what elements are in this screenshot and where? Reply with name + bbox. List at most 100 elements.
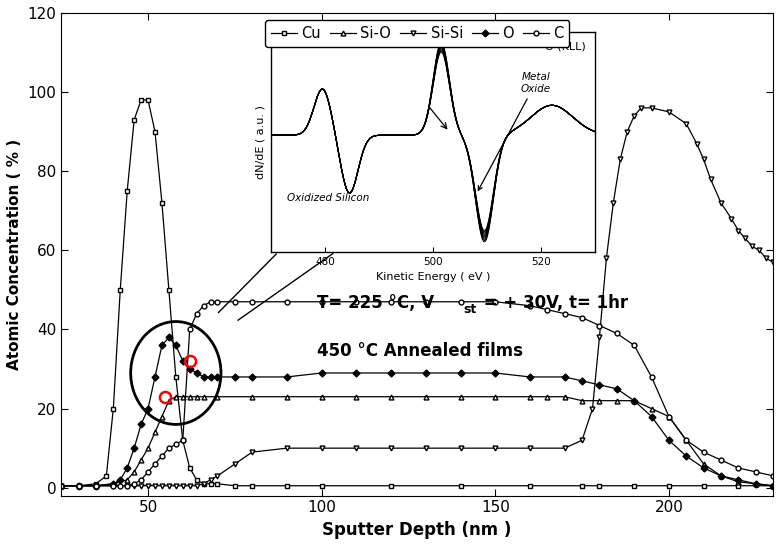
- Si-O: [122, 477, 132, 483]
- Si-O: [247, 394, 257, 400]
- Cu: [665, 483, 674, 489]
- Si-O: [352, 394, 361, 400]
- O: [282, 373, 292, 380]
- Cu: [386, 483, 395, 489]
- Si-O: [647, 405, 656, 412]
- Si-O: [421, 394, 431, 400]
- Cu: [151, 128, 160, 135]
- C: [171, 441, 180, 448]
- X-axis label: Sputter Depth (nm ): Sputter Depth (nm ): [322, 521, 512, 539]
- O: [115, 477, 125, 483]
- O: [751, 480, 760, 487]
- Si-O: [57, 483, 66, 489]
- O: [158, 342, 167, 348]
- Cu: [699, 483, 708, 489]
- C: [129, 480, 139, 487]
- C: [136, 477, 146, 483]
- C: [525, 302, 534, 309]
- C: [751, 468, 760, 475]
- Si-O: [456, 394, 465, 400]
- Cu: [768, 483, 778, 489]
- O: [247, 373, 257, 380]
- Cu: [456, 483, 465, 489]
- Si-O: [595, 397, 604, 404]
- O: [144, 405, 153, 412]
- C: [421, 299, 431, 305]
- Si-O: [136, 457, 146, 464]
- C: [158, 453, 167, 459]
- C: [768, 473, 778, 479]
- Si-Si: [122, 483, 132, 489]
- O: [629, 397, 639, 404]
- C: [456, 299, 465, 305]
- Line: O: O: [58, 335, 775, 488]
- Si-O: [699, 461, 708, 467]
- Si-O: [560, 394, 569, 400]
- Text: T= 225 °C, V: T= 225 °C, V: [317, 294, 434, 312]
- Si-O: [129, 468, 139, 475]
- C: [185, 326, 194, 333]
- Si-Si: [768, 259, 778, 265]
- O: [682, 453, 691, 459]
- O: [577, 378, 587, 384]
- Cu: [317, 483, 326, 489]
- Si-Si: [421, 445, 431, 452]
- Si-Si: [608, 200, 618, 206]
- C: [108, 483, 118, 489]
- Si-O: [543, 394, 552, 400]
- Cu: [178, 437, 187, 443]
- Si-Si: [57, 483, 66, 489]
- C: [213, 299, 222, 305]
- Cu: [57, 483, 66, 489]
- Cu: [192, 477, 201, 483]
- Cu: [74, 483, 83, 489]
- O: [74, 483, 83, 489]
- C: [122, 483, 132, 489]
- C: [151, 461, 160, 467]
- C: [612, 330, 622, 337]
- Si-O: [734, 478, 743, 485]
- Si-O: [185, 394, 194, 400]
- C: [206, 299, 215, 305]
- Cu: [213, 480, 222, 487]
- O: [91, 483, 101, 489]
- O: [734, 477, 743, 483]
- O: [612, 385, 622, 392]
- Si-O: [199, 394, 208, 400]
- O: [171, 342, 180, 348]
- Y-axis label: Atomic Concentration ( % ): Atomic Concentration ( % ): [7, 139, 22, 370]
- Cu: [91, 480, 101, 487]
- O: [699, 465, 708, 471]
- Line: C: C: [58, 299, 775, 488]
- O: [716, 473, 725, 479]
- Si-O: [158, 413, 167, 420]
- Si-O: [629, 397, 639, 404]
- Si-O: [178, 394, 187, 400]
- O: [317, 370, 326, 376]
- Cu: [108, 405, 118, 412]
- Cu: [577, 483, 587, 489]
- O: [122, 465, 132, 471]
- Si-O: [151, 429, 160, 436]
- Si-O: [612, 397, 622, 404]
- Legend: Cu, Si-O, Si-Si, O, C: Cu, Si-O, Si-Si, O, C: [265, 20, 569, 47]
- Line: Si-Si: Si-Si: [58, 105, 775, 488]
- C: [57, 483, 66, 489]
- O: [647, 413, 656, 420]
- O: [525, 373, 534, 380]
- Cu: [101, 473, 111, 479]
- O: [386, 370, 395, 376]
- C: [491, 299, 500, 305]
- Cu: [199, 480, 208, 487]
- C: [595, 322, 604, 329]
- Si-O: [768, 483, 778, 489]
- C: [178, 437, 187, 443]
- C: [165, 445, 174, 452]
- O: [230, 373, 239, 380]
- Cu: [230, 483, 239, 489]
- C: [682, 437, 691, 443]
- Cu: [282, 483, 292, 489]
- C: [230, 299, 239, 305]
- Cu: [595, 483, 604, 489]
- O: [560, 373, 569, 380]
